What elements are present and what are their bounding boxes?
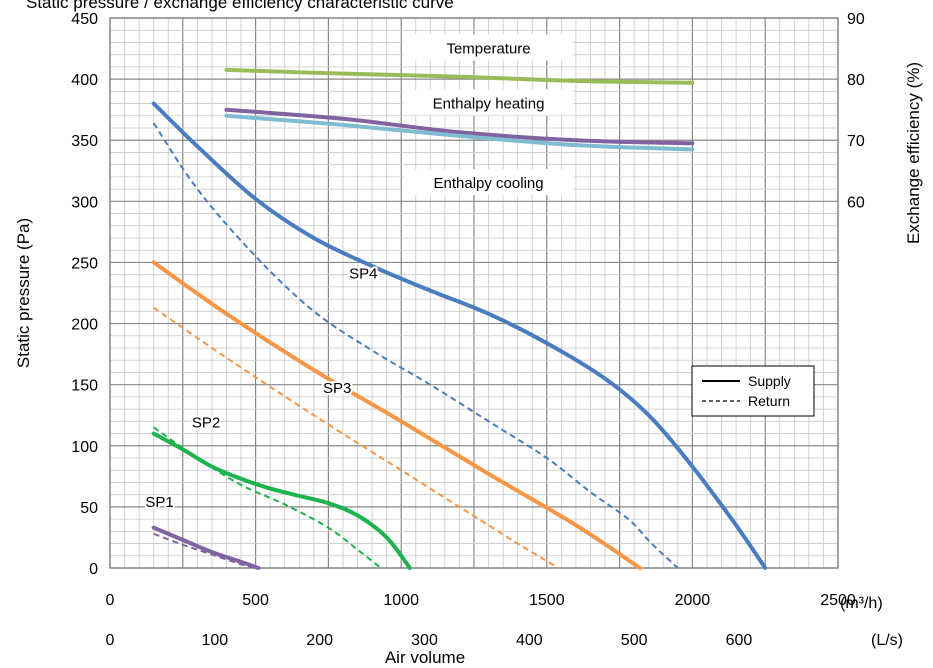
curve-label: SP1 [145,494,173,511]
series-line-enthalpy-cooling-efficiency [224,113,695,152]
y-tick-label: 250 [71,255,98,272]
x-axis-title: Air volume [385,648,465,667]
y-tick-label: 200 [71,317,98,334]
curve-label: SP4 [349,265,377,282]
series-line-temperature-efficiency [224,67,695,85]
series-line-sp1-supply [151,525,261,570]
series-line-sp3-supply [151,260,642,570]
x-unit-secondary: (L/s) [871,632,903,649]
curve-label: SP3 [323,380,351,397]
y-tick-label: 150 [71,378,98,395]
x-tick-label: 2500 [820,592,856,609]
legend-label-return: Return [748,393,790,409]
series-line-sp4-supply [151,101,768,570]
y-tick-label: 100 [71,439,98,456]
x2-tick-label: 500 [621,632,648,649]
series-line-enthalpy-heating-efficiency [224,107,695,146]
axes: 0 50 100 150 200 250 300 350 400 450 60 70 80 90 0 500 1… [14,0,923,667]
y-tick-label: 450 [71,11,98,28]
series-line-sp2-return [153,426,382,569]
x-tick-label: 1000 [383,592,419,609]
x-unit-primary: (m³/h) [840,595,883,612]
labels: SP1 SP2 SP3 SP4 Temperature Enthalpy heating E… [143,34,574,513]
legend: Supply Return [691,365,815,417]
y-axis-title: Static pressure (Pa) [14,218,33,368]
chart-title: Static pressure / exchange efficiency ch… [26,0,454,12]
efficiency-label-box [403,169,574,195]
x2-tick-label: 100 [201,632,228,649]
series-line-sp1-return [153,532,256,569]
y-tick-label: 0 [89,561,98,578]
y-tick-label: 400 [71,72,98,89]
y2-tick-label: 70 [847,133,865,150]
x-tick-label: 500 [242,592,269,609]
x2-tick-label: 600 [726,632,753,649]
y-tick-label: 50 [80,500,98,517]
efficiency-label: Enthalpy cooling [434,175,544,192]
series [151,67,768,570]
y-tick-label: 300 [71,194,98,211]
legend-label-supply: Supply [748,373,791,389]
x2-tick-label: 300 [411,632,438,649]
x2-tick-label: 400 [516,632,543,649]
legend-box [691,365,815,417]
x-tick-label: 1500 [529,592,565,609]
y2-tick-label: 80 [847,72,865,89]
x-tick-label: 2000 [675,592,711,609]
x-tick-label: 0 [106,592,115,609]
y2-tick-label: 90 [847,11,865,28]
curve-label: SP2 [192,414,220,431]
y2-axis-title: Exchange efficiency (%) [904,62,923,244]
efficiency-label: Enthalpy heating [433,96,545,113]
y2-tick-label: 60 [847,194,865,211]
plot-frame [109,17,839,569]
x2-tick-label: 0 [106,632,115,649]
efficiency-label-box [403,34,574,61]
series-line-sp3-return [153,306,559,569]
series-line-sp4-return [152,122,679,569]
y-tick-label: 350 [71,133,98,150]
efficiency-label: Temperature [446,41,530,58]
x2-tick-label: 200 [306,632,333,649]
efficiency-label-box [403,89,574,116]
